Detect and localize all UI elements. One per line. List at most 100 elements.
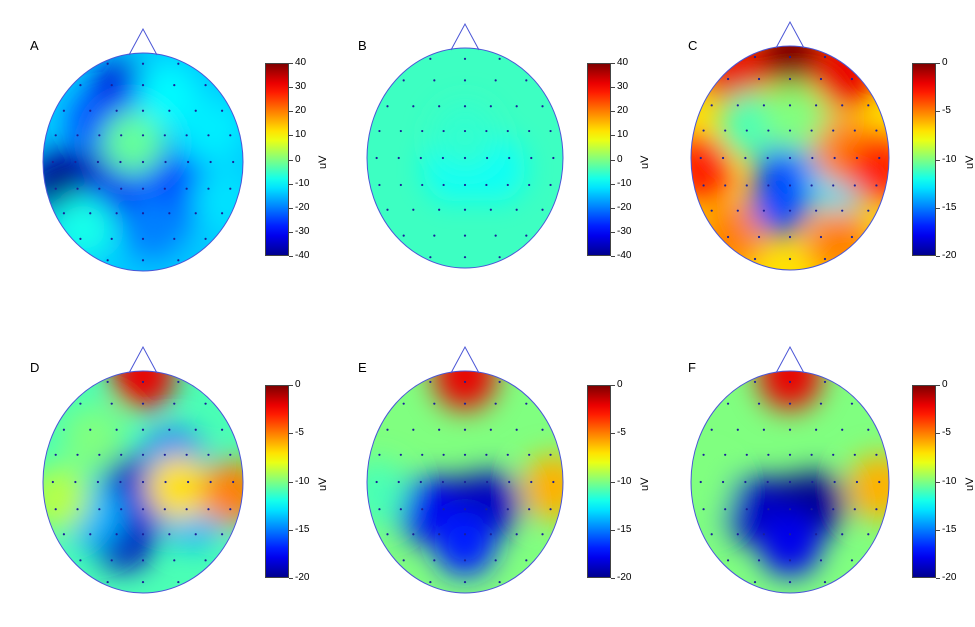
electrode-marker (498, 380, 501, 384)
electrode-marker (810, 508, 813, 511)
electrode-marker (386, 533, 389, 536)
electrode-marker (552, 156, 555, 160)
electrode-marker (528, 129, 531, 133)
electrode-marker (724, 508, 727, 511)
panel-label: E (358, 360, 367, 375)
electrode-marker (710, 428, 713, 431)
electrode-marker (232, 480, 235, 484)
electrode-marker (463, 156, 467, 160)
electrode-marker (207, 134, 210, 137)
electrode-marker (855, 480, 859, 484)
electrode-marker (788, 156, 792, 160)
electrode-marker (463, 79, 467, 82)
electrode-marker (378, 453, 381, 456)
electrode-marker (463, 559, 467, 562)
electrode-marker (506, 453, 509, 456)
electrode-marker (220, 109, 224, 112)
electrode-marker (788, 580, 792, 584)
electrode-marker (788, 508, 792, 511)
electrode-marker (853, 508, 856, 511)
head-outline (366, 370, 564, 594)
colorbar-tick-label: 40 (288, 57, 307, 68)
electrode-marker (76, 453, 79, 456)
electrode-marker (429, 57, 432, 60)
electrode-marker (541, 208, 544, 211)
electrode-marker (429, 580, 432, 584)
electrode-marker (119, 160, 122, 164)
electrode-marker (54, 453, 57, 456)
electrode-marker (762, 428, 765, 431)
electrode-marker (220, 533, 224, 536)
electrode-marker (141, 559, 145, 562)
electrode-marker (494, 402, 497, 405)
electrode-marker (541, 428, 544, 431)
field-blob (136, 61, 200, 128)
electrode-marker (788, 402, 792, 405)
electrode-marker (819, 402, 823, 405)
field-blob (847, 135, 889, 203)
electrode-marker (98, 453, 101, 456)
electrode-marker (525, 559, 528, 562)
electrode-marker (850, 77, 854, 81)
field-blob (51, 194, 115, 261)
electrode-marker (378, 508, 381, 511)
electrode-marker (442, 129, 445, 133)
electrode-marker (463, 580, 467, 584)
electrode-marker (54, 508, 57, 511)
electrode-marker (724, 129, 727, 132)
electrode-marker (853, 453, 856, 456)
electrode-marker (788, 480, 792, 484)
electrode-marker (74, 480, 77, 484)
electrode-marker (498, 580, 501, 584)
electrode-marker (207, 453, 210, 456)
electrode-marker (788, 380, 792, 384)
colorbar-tick-label: -15 (288, 523, 310, 535)
electrode-marker (494, 559, 497, 562)
topomap-svg (690, 20, 890, 271)
colorbar-tick-label: 10 (288, 129, 307, 141)
electrode-marker (710, 104, 713, 107)
electrode-marker (110, 402, 113, 405)
electrode-marker (788, 129, 792, 132)
electrode-marker (79, 559, 82, 562)
colorbar-tick-label: -30 (288, 225, 310, 237)
electrode-marker (62, 533, 66, 536)
electrode-marker (702, 129, 705, 132)
electrode-marker (229, 508, 232, 511)
electrode-marker (96, 480, 100, 484)
electrode-marker (177, 62, 180, 65)
electrode-marker (164, 160, 167, 164)
electrode-marker (726, 559, 730, 562)
electrode-marker (79, 237, 82, 241)
electrode-marker (810, 453, 813, 456)
electrode-marker (485, 129, 488, 133)
colorbar-tick-label: -20 (610, 572, 632, 583)
electrode-marker (120, 134, 123, 137)
electrode-marker (485, 183, 488, 187)
electrode-marker (164, 480, 167, 484)
topomap-svg (366, 22, 564, 269)
electrode-marker (494, 79, 497, 82)
electrode-marker (710, 533, 713, 536)
electrode-marker (552, 480, 555, 484)
electrode-marker (757, 402, 761, 405)
electrode-marker (207, 508, 210, 511)
electrode-marker (549, 508, 552, 511)
colorbar-tick-label: 0 (611, 153, 623, 165)
field-blob (691, 135, 733, 203)
electrode-marker (855, 156, 859, 160)
electrode-marker (120, 508, 123, 511)
colorbar-tick-label: 10 (610, 129, 629, 141)
electrode-marker (762, 104, 765, 107)
electrode-marker (54, 134, 57, 137)
topomap-svg (366, 345, 564, 594)
colorbar-tick-label: 0 (289, 153, 301, 165)
electrode-marker (745, 453, 748, 456)
electrode-marker (378, 129, 381, 133)
field-blob (101, 109, 165, 176)
electrode-marker (402, 402, 405, 405)
electrode-marker (463, 256, 467, 259)
electrode-marker (177, 380, 180, 384)
electrode-marker (788, 257, 792, 261)
electrode-marker (185, 453, 188, 456)
